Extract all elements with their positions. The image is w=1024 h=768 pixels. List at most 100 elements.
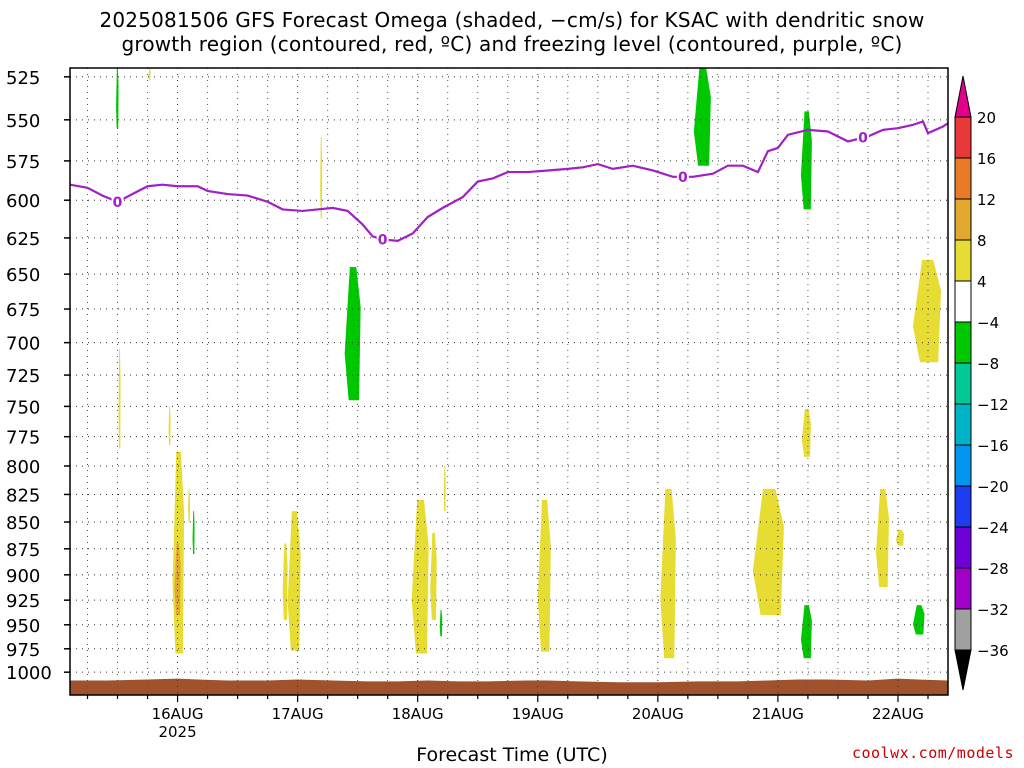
colorbar-label: 16: [977, 150, 996, 168]
grid-layer: [70, 68, 948, 695]
chart-title-line-1: 2025081506 GFS Forecast Omega (shaded, −…: [99, 8, 925, 32]
chart-title-line-2: growth region (contoured, red, ºC) and f…: [121, 32, 903, 56]
y-tick-label: 825: [6, 485, 40, 506]
x-tick-label: 18AUG: [392, 705, 444, 723]
y-tick-label: 675: [6, 300, 40, 321]
y-tick-label: 775: [6, 428, 40, 449]
freezing-level-label: 0: [678, 170, 688, 186]
omega-shaded-region: [320, 136, 323, 219]
axes-layer: 525 550 575 600 625 650 675 700 725 750 775 800 825 8…: [6, 67, 949, 741]
colorbar-label: 4: [977, 273, 987, 291]
colorbar-band: [954, 608, 972, 651]
omega-shaded-region: [411, 500, 429, 654]
x-tick-sublabel: 2025: [158, 723, 196, 741]
omega-shaded-region: [660, 488, 676, 659]
omega-shaded-region: [443, 466, 446, 512]
omega-shaded-region: [192, 511, 195, 555]
colorbar: 20 16 12 8 4 −4 −8 −12 −16 −20 −24 −28 −32 −36: [954, 75, 1009, 691]
omega-shaded-region: [344, 267, 361, 401]
omega-shaded-region: [895, 529, 904, 546]
terrain-fill: [70, 678, 948, 695]
omega-shaded-region: [537, 500, 551, 652]
colorbar-label: −32: [977, 601, 1009, 619]
y-tick-label: 650: [6, 265, 40, 286]
freezing-level-layer: 0 0 0 0: [69, 120, 949, 248]
colorbar-top-triangle: [954, 75, 972, 118]
colorbar-label: −12: [977, 396, 1009, 414]
colorbar-band: [954, 280, 972, 323]
x-tick-label: 19AUG: [512, 705, 564, 723]
y-tick-label: 575: [6, 152, 40, 173]
omega-shaded-region: [118, 349, 121, 449]
x-tick-label: 17AUG: [272, 705, 324, 723]
x-tick-label: 20AUG: [632, 705, 684, 723]
x-tick-label: 21AUG: [752, 705, 804, 723]
colorbar-band: [954, 567, 972, 610]
colorbar-band: [954, 444, 972, 487]
colorbar-label: −20: [977, 478, 1009, 496]
y-tick-label: 625: [6, 229, 40, 250]
colorbar-band: [954, 403, 972, 446]
colorbar-band: [954, 485, 972, 528]
omega-shaded-region: [693, 68, 711, 166]
y-tick-label: 900: [6, 566, 40, 587]
omega-shaded-region: [800, 111, 812, 210]
freezing-level-label-bg: [676, 168, 689, 185]
source-credit-link[interactable]: coolwx.com/models: [851, 744, 1014, 762]
omega-shaded-region: [800, 605, 812, 659]
omega-shaded-region: [287, 511, 301, 651]
colorbar-bottom-triangle: [954, 649, 972, 691]
omega-shaded-region: [282, 543, 288, 620]
colorbar-label: −4: [977, 314, 999, 332]
omega-shaded-region: [912, 605, 925, 635]
freezing-level-label-bg: [856, 129, 869, 146]
y-tick-label: 725: [6, 366, 40, 387]
freezing-level-label-bg: [376, 231, 389, 248]
freezing-level-label: 0: [113, 195, 123, 211]
freezing-level-label: 0: [858, 131, 868, 147]
colorbar-label: −16: [977, 437, 1009, 455]
freezing-level-label-bg: [111, 193, 124, 210]
y-tick-label: 800: [6, 457, 40, 478]
omega-shading-layer: [116, 68, 941, 659]
omega-shaded-region: [148, 68, 151, 81]
colorbar-label: −28: [977, 560, 1009, 578]
y-tick-label: 525: [6, 68, 40, 89]
colorbar-band: [954, 362, 972, 405]
omega-shaded-region: [801, 408, 811, 457]
y-tick-label: 550: [6, 111, 40, 132]
y-tick-label: 975: [6, 640, 40, 661]
omega-shaded-region: [174, 543, 181, 616]
freezing-level-label: 0: [378, 232, 388, 248]
plot-frame: [69, 67, 949, 696]
omega-shaded-region: [875, 488, 889, 588]
omega-shaded-region: [188, 488, 191, 523]
y-tick-label: 925: [6, 591, 40, 612]
omega-shaded-region: [912, 259, 941, 363]
x-tick-label: 22AUG: [872, 705, 924, 723]
colorbar-label: −24: [977, 519, 1009, 537]
y-tick-label: 750: [6, 397, 40, 418]
x-tick-label: 16AUG: [152, 705, 204, 723]
colorbar-label: 12: [977, 191, 996, 209]
x-axis-label: Forecast Time (UTC): [416, 744, 608, 766]
terrain-layer: [70, 678, 948, 695]
omega-shaded-region: [439, 610, 443, 637]
colorbar-band: [954, 526, 972, 569]
y-tick-label: 700: [6, 334, 40, 355]
omega-shaded-region: [752, 488, 784, 616]
colorbar-band: [954, 198, 972, 241]
colorbar-band: [954, 116, 972, 159]
colorbar-band: [954, 239, 972, 282]
freezing-level-line: [69, 120, 949, 243]
colorbar-band: [954, 157, 972, 200]
omega-shaded-region: [168, 406, 171, 445]
colorbar-label: 8: [977, 232, 987, 250]
y-tick-label: 600: [6, 191, 40, 212]
y-tick-label: 950: [6, 616, 40, 637]
colorbar-label: −8: [977, 355, 999, 373]
colorbar-label: 20: [977, 109, 996, 127]
y-tick-label: 850: [6, 513, 40, 534]
y-tick-label: 1000: [6, 663, 52, 684]
